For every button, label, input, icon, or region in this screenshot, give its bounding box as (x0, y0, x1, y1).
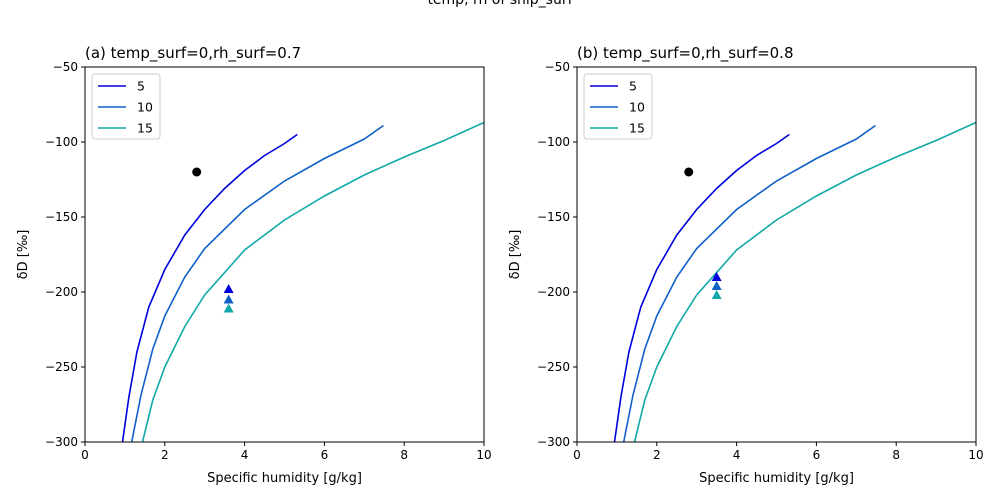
x-tick-label: 6 (321, 448, 329, 462)
x-tick-label: 8 (892, 448, 900, 462)
x-axis-label: Specific humidity [g/kg] (699, 471, 854, 486)
series-line-5 (121, 133, 298, 442)
figure-suptitle: temp, rh of ship_surf (427, 0, 573, 8)
series-line-15 (141, 121, 484, 442)
series-line-15 (633, 121, 976, 442)
x-tick-label: 2 (653, 448, 661, 462)
x-tick-label: 10 (968, 448, 983, 462)
legend-label-15: 15 (137, 121, 153, 136)
subplot-a: (a) temp_surf=0,rh_surf=0.7 Specific hum… (16, 44, 492, 486)
legend: 5 10 15 (583, 73, 653, 140)
y-tick-label: −100 (537, 135, 570, 149)
y-axis-label: δD [‰] (16, 230, 31, 280)
observation-point (684, 167, 694, 177)
x-tick-label: 2 (161, 448, 169, 462)
axes-frame (84, 66, 485, 443)
y-tick-label: −150 (537, 210, 570, 224)
triangle-marker-15 (711, 290, 722, 299)
triangle-marker-10 (223, 294, 234, 304)
y-tick-label: −250 (45, 360, 78, 374)
x-tick-label: 6 (813, 448, 821, 462)
y-tick-label: −300 (537, 435, 570, 449)
subplot-b: (b) temp_surf=0,rh_surf=0.8 Specific hum… (508, 44, 984, 486)
series-line-10 (130, 124, 384, 442)
legend-label-15: 15 (629, 121, 645, 136)
x-tick-label: 4 (733, 448, 741, 462)
x-tick-label: 0 (573, 448, 581, 462)
series-line-5 (613, 133, 790, 442)
series-group (121, 121, 484, 442)
series-group (613, 121, 976, 442)
y-tick-label: −100 (45, 135, 78, 149)
triangle-marker-5 (223, 284, 234, 293)
y-axis-label: δD [‰] (508, 230, 523, 280)
legend: 5 10 15 (91, 73, 161, 140)
triangle-marker-15 (223, 303, 234, 313)
y-tick-label: −250 (537, 360, 570, 374)
legend-label-5: 5 (629, 79, 637, 94)
series-line-10 (622, 124, 876, 442)
y-tick-label: −200 (45, 285, 78, 299)
axes-frame (576, 66, 977, 443)
observation-point (192, 167, 202, 177)
legend-label-10: 10 (137, 100, 153, 115)
triangle-marker-10 (711, 281, 722, 290)
x-axis-label: Specific humidity [g/kg] (207, 471, 362, 486)
triangle-marker-5 (711, 272, 722, 281)
legend-label-5: 5 (137, 79, 145, 94)
y-tick-label: −300 (45, 435, 78, 449)
y-tick-label: −50 (545, 60, 570, 74)
x-tick-label: 0 (81, 448, 89, 462)
x-tick-label: 4 (241, 448, 249, 462)
subplot-title: (a) temp_surf=0,rh_surf=0.7 (85, 44, 301, 63)
y-tick-label: −50 (53, 60, 78, 74)
y-tick-label: −150 (45, 210, 78, 224)
x-tick-label: 8 (400, 448, 408, 462)
legend-label-10: 10 (629, 100, 645, 115)
y-tick-label: −200 (537, 285, 570, 299)
subplot-title: (b) temp_surf=0,rh_surf=0.8 (577, 44, 794, 63)
x-tick-label: 10 (476, 448, 491, 462)
